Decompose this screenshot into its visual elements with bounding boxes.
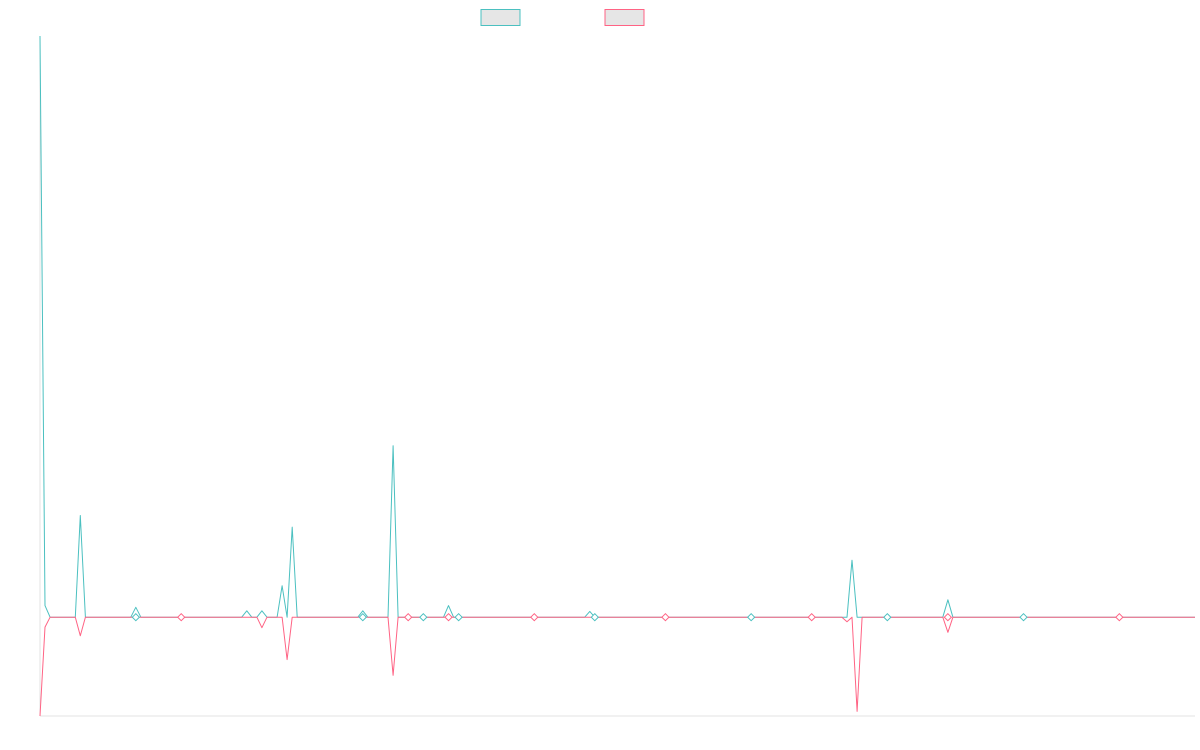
data-point-marker[interactable] [403,612,413,622]
data-point-marker[interactable] [1019,612,1028,622]
legend[interactable] [480,9,645,26]
plot-area [39,35,1195,717]
data-point-marker[interactable] [943,612,953,622]
data-point-marker[interactable] [419,612,428,622]
data-point-marker[interactable] [807,612,816,622]
data-point-marker[interactable] [661,612,670,622]
data-point-marker[interactable] [131,612,141,622]
series-line-2 [39,616,1195,717]
data-point-marker[interactable] [746,612,756,622]
data-point-marker[interactable] [590,612,600,622]
series-line-1 [39,35,1195,618]
data-point-marker[interactable] [454,612,463,622]
data-point-marker[interactable] [444,612,453,622]
legend-swatch-2[interactable] [604,9,645,26]
data-point-marker[interactable] [177,612,186,622]
data-point-marker[interactable] [1115,612,1124,622]
data-point-marker[interactable] [530,612,539,622]
legend-swatch-1[interactable] [480,9,521,26]
data-point-marker[interactable] [883,612,892,622]
data-point-marker[interactable] [358,612,368,622]
